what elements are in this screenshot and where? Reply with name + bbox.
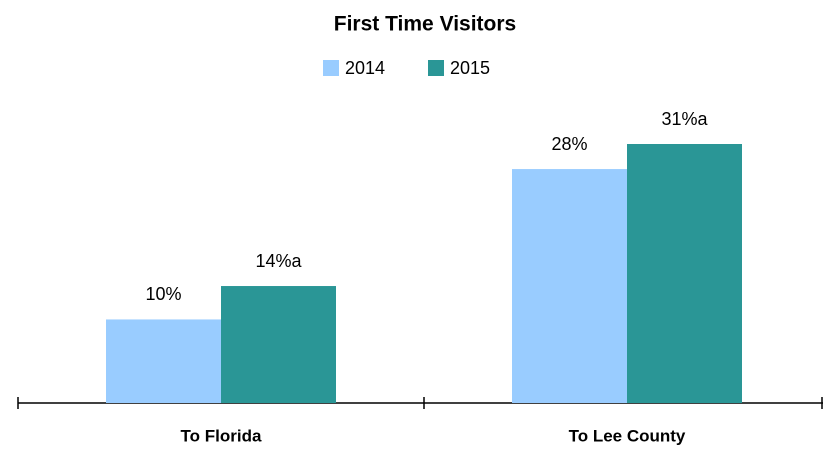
value-label: 31%a bbox=[661, 109, 708, 129]
value-label: 28% bbox=[551, 134, 587, 154]
bar bbox=[627, 144, 742, 403]
legend-label: 2015 bbox=[450, 58, 490, 78]
bar bbox=[221, 286, 336, 403]
value-label: 10% bbox=[145, 284, 181, 304]
bar bbox=[512, 169, 627, 403]
legend-label: 2014 bbox=[345, 58, 385, 78]
legend-swatch bbox=[323, 60, 339, 76]
value-label: 14%a bbox=[255, 251, 302, 271]
x-tick-label: To Lee County bbox=[569, 426, 686, 445]
x-tick-label: To Florida bbox=[181, 426, 262, 445]
chart-title: First Time Visitors bbox=[334, 13, 516, 36]
legend-swatch bbox=[428, 60, 444, 76]
bar bbox=[106, 319, 221, 403]
